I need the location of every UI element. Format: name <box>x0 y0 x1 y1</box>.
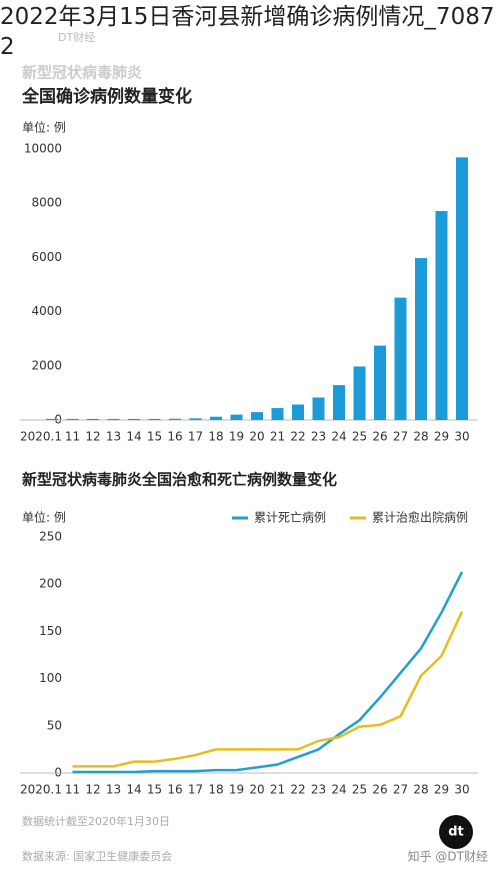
line <box>72 611 464 768</box>
bar <box>128 418 140 420</box>
bar <box>169 418 181 420</box>
x-tick-label: 15 <box>147 430 162 444</box>
footnote: 数据来源: 国家卫生健康委员会 <box>22 849 172 863</box>
x-tick-label: 18 <box>208 783 223 797</box>
x-tick-label: 16 <box>167 430 182 444</box>
bar <box>87 418 99 420</box>
x-tick-label: 26 <box>372 430 387 444</box>
x-tick-label: 29 <box>434 430 449 444</box>
x-tick-label: 13 <box>106 783 121 797</box>
x-tick-label: 14 <box>126 430 141 444</box>
x-tick-label: 11 <box>65 430 80 444</box>
line <box>72 571 464 774</box>
x-tick-label: 30 <box>454 430 469 444</box>
x-tick-label: 27 <box>393 783 408 797</box>
x-tick-label: 22 <box>290 430 305 444</box>
x-tick-label: 28 <box>413 430 428 444</box>
x-tick-label: 17 <box>188 783 203 797</box>
bar <box>435 211 448 420</box>
x-tick-label: 16 <box>167 783 182 797</box>
y-tick-label: 200 <box>39 577 62 591</box>
x-tick-label: 12 <box>85 430 100 444</box>
bar <box>333 385 345 420</box>
x-tick-label: 11 <box>65 783 80 797</box>
x-tick-label: 21 <box>270 430 285 444</box>
x-tick-label: 2020.1 <box>20 783 62 797</box>
chart-title: 新型冠状病毒肺炎全国治愈和死亡病例数量变化 <box>22 471 337 489</box>
bar <box>374 345 386 420</box>
legend-label: 累计治愈出院病例 <box>372 510 468 525</box>
x-tick-label: 23 <box>311 430 326 444</box>
x-tick-label: 25 <box>352 783 367 797</box>
x-tick-label: 29 <box>434 783 449 797</box>
y-tick-label: 2000 <box>31 358 62 372</box>
y-tick-label: 100 <box>39 671 62 685</box>
bar <box>189 418 202 420</box>
x-tick-label: 18 <box>208 430 223 444</box>
bar <box>66 418 79 420</box>
x-tick-label: 13 <box>106 430 121 444</box>
x-tick-label: 25 <box>352 430 367 444</box>
bar <box>46 418 58 420</box>
bar <box>210 416 222 420</box>
y-tick-label: 250 <box>39 530 62 544</box>
brand: DT财经 <box>58 30 95 44</box>
y-tick-label: 6000 <box>31 250 62 264</box>
x-tick-label: 19 <box>229 783 244 797</box>
watermark: 知乎 @DT财经 <box>408 850 488 864</box>
x-tick-label: 27 <box>393 430 408 444</box>
unit: 单位: 例 <box>22 510 66 525</box>
bar <box>394 297 407 420</box>
chart-title: 全国确诊病例数量变化 <box>21 86 192 107</box>
x-tick-label: 30 <box>454 783 469 797</box>
bar <box>312 397 325 420</box>
bar <box>148 418 161 420</box>
supertitle: 新型冠状病毒肺炎 <box>22 64 142 82</box>
bar <box>251 412 263 420</box>
x-tick-label: 15 <box>147 783 162 797</box>
x-tick-label: 22 <box>290 783 305 797</box>
x-tick-label: 12 <box>85 783 100 797</box>
logo-mark: dt <box>448 825 464 840</box>
x-tick-label: 19 <box>229 430 244 444</box>
x-tick-label: 20 <box>249 783 264 797</box>
bar <box>292 404 304 420</box>
x-tick-label: 17 <box>188 430 203 444</box>
x-tick-label: 28 <box>413 783 428 797</box>
y-tick-label: 150 <box>39 624 62 638</box>
x-tick-label: 21 <box>270 783 285 797</box>
overlay-title: 2022年3月15日香河县新增确诊病例情况_70872 <box>0 4 495 60</box>
bar <box>353 366 366 420</box>
bar <box>107 418 120 420</box>
x-tick-label: 24 <box>331 783 346 797</box>
y-tick-label: 8000 <box>31 196 62 210</box>
legend-label: 累计死亡病例 <box>254 510 326 525</box>
x-tick-label: 26 <box>372 783 387 797</box>
y-tick-label: 50 <box>47 718 62 732</box>
x-tick-label: 20 <box>249 430 264 444</box>
bar <box>230 414 243 420</box>
bar <box>271 408 284 420</box>
y-tick-label: 10000 <box>24 142 62 156</box>
footnote: 数据统计截至2020年1月30日 <box>22 814 170 828</box>
logo <box>439 815 473 849</box>
x-tick-label: 14 <box>126 783 141 797</box>
x-tick-label: 2020.1 <box>20 430 62 444</box>
bar <box>456 157 468 420</box>
y-tick-label: 4000 <box>31 304 62 318</box>
x-tick-label: 23 <box>311 783 326 797</box>
x-tick-label: 24 <box>331 430 346 444</box>
unit: 单位: 例 <box>22 120 66 135</box>
bar <box>415 258 427 420</box>
